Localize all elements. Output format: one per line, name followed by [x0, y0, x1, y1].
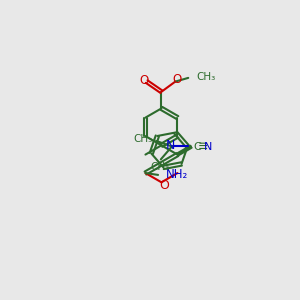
Text: O: O	[140, 74, 149, 86]
Text: O: O	[160, 179, 170, 192]
Text: CH₃: CH₃	[134, 134, 153, 144]
Text: N: N	[203, 142, 212, 152]
Text: CH₃: CH₃	[150, 163, 170, 172]
Text: N: N	[166, 139, 175, 152]
Text: C: C	[194, 142, 201, 152]
Text: NH₂: NH₂	[166, 168, 188, 181]
Text: ≡: ≡	[198, 140, 208, 153]
Text: CH₃: CH₃	[196, 72, 215, 82]
Text: O: O	[172, 73, 182, 86]
